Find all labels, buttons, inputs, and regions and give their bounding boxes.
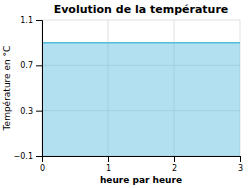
y-axis-title: Température en °C (2, 46, 12, 132)
tick-label: 2 (172, 164, 177, 173)
tick-label: 1 (106, 164, 111, 173)
tick-label: 1.1 (20, 16, 33, 25)
axis-line (43, 157, 241, 163)
tick-label: 0.7 (20, 61, 33, 70)
tick-mark (108, 156, 109, 162)
tick: 2 (172, 156, 177, 173)
y-axis: −0.1 0.3 0.7 1.1 (14, 16, 43, 161)
tick-label: 0 (40, 164, 45, 173)
tick-mark (36, 156, 42, 157)
tick-label: 0.3 (20, 107, 33, 116)
plot: 0 1 2 3 −0.1 0.3 0.7 1.1 (14, 16, 243, 173)
tick-mark (36, 111, 42, 112)
line (42, 42, 240, 44)
tick: 3 (238, 156, 243, 173)
tick: 1.1 (20, 16, 42, 25)
chart: 0 1 2 3 −0.1 0.3 0.7 1.1 Evolution de la tempéra… (0, 0, 250, 188)
grid (42, 20, 240, 156)
tick: 0.3 (20, 107, 42, 116)
tick: −0.1 (14, 152, 42, 161)
title: Evolution de la température (54, 3, 229, 16)
tick-mark (36, 20, 42, 21)
tick-mark (174, 156, 175, 162)
x-axis-title: heure par heure (100, 175, 182, 185)
marks (42, 43, 240, 156)
tick: 1 (106, 156, 111, 173)
tick: 0 (40, 156, 45, 173)
tick-mark (36, 65, 42, 66)
tick-label: 3 (238, 164, 243, 173)
tick-mark (240, 156, 241, 162)
area (42, 43, 240, 156)
axis-line (36, 21, 43, 157)
x-axis: 0 1 2 3 (40, 156, 243, 173)
tick-label: −0.1 (14, 152, 33, 161)
grid-line (42, 20, 240, 21)
tick: 0.7 (20, 61, 42, 70)
